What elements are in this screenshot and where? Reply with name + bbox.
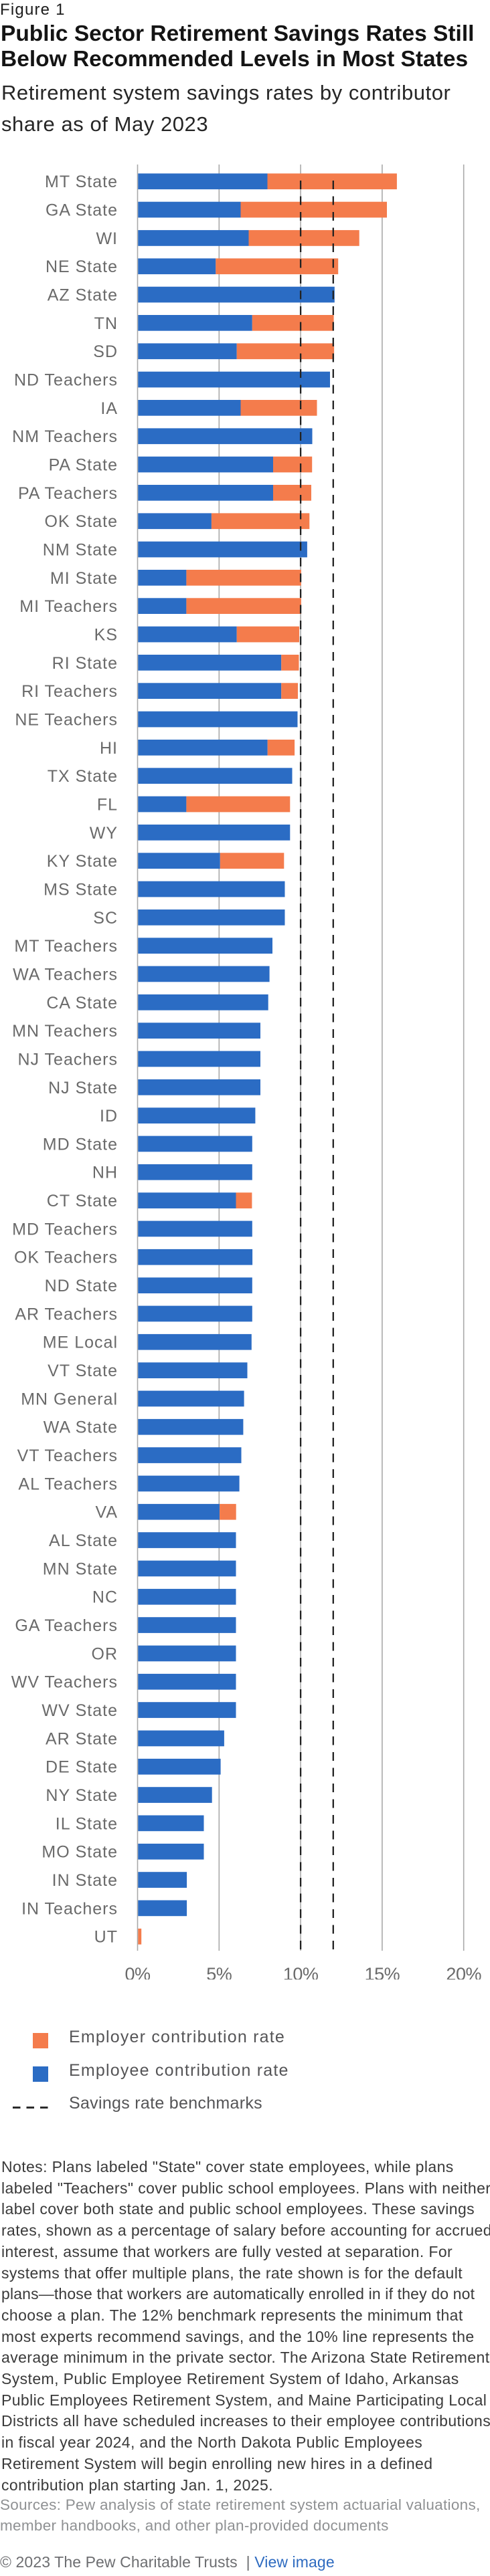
svg-text:ND State: ND State <box>45 1277 118 1295</box>
svg-text:IN Teachers: IN Teachers <box>21 1899 118 1918</box>
svg-text:KY State: KY State <box>47 852 118 871</box>
svg-text:RI State: RI State <box>52 654 118 673</box>
svg-text:OR: OR <box>92 1644 118 1663</box>
svg-text:UT: UT <box>94 1928 118 1947</box>
svg-text:WV State: WV State <box>42 1701 118 1720</box>
svg-text:AL State: AL State <box>49 1531 118 1550</box>
svg-text:ID: ID <box>100 1107 118 1125</box>
svg-text:VT Teachers: VT Teachers <box>17 1446 118 1465</box>
svg-text:10%: 10% <box>283 1964 319 1979</box>
svg-text:MI State: MI State <box>50 569 118 588</box>
svg-text:HI: HI <box>100 739 118 758</box>
svg-text:IA: IA <box>100 399 118 418</box>
svg-text:CA State: CA State <box>46 994 118 1012</box>
svg-text:NE Teachers: NE Teachers <box>15 711 118 730</box>
svg-text:KS: KS <box>94 626 118 645</box>
svg-text:MD State: MD State <box>43 1135 118 1154</box>
svg-text:FL: FL <box>97 796 118 815</box>
svg-text:SC: SC <box>93 909 118 928</box>
svg-text:5%: 5% <box>206 1964 232 1979</box>
svg-text:ND Teachers: ND Teachers <box>14 371 118 390</box>
svg-text:MN State: MN State <box>43 1560 118 1578</box>
svg-text:GA State: GA State <box>46 201 118 220</box>
svg-text:RI Teachers: RI Teachers <box>21 682 118 701</box>
svg-text:PA State: PA State <box>49 456 118 475</box>
svg-text:AZ State: AZ State <box>48 286 118 305</box>
svg-text:MD Teachers: MD Teachers <box>12 1220 118 1239</box>
svg-text:15%: 15% <box>365 1964 400 1979</box>
svg-text:WA State: WA State <box>44 1418 118 1437</box>
svg-text:MT Teachers: MT Teachers <box>14 937 118 956</box>
svg-text:GA Teachers: GA Teachers <box>15 1616 118 1635</box>
svg-text:NJ Teachers: NJ Teachers <box>18 1050 118 1069</box>
svg-text:NY State: NY State <box>46 1786 118 1805</box>
svg-text:DE State: DE State <box>46 1758 118 1777</box>
svg-text:VT State: VT State <box>48 1362 118 1380</box>
svg-text:AR Teachers: AR Teachers <box>15 1305 118 1323</box>
svg-text:MN Teachers: MN Teachers <box>12 1022 118 1041</box>
svg-text:NM Teachers: NM Teachers <box>12 427 118 446</box>
svg-text:NE State: NE State <box>46 257 118 276</box>
svg-text:WA Teachers: WA Teachers <box>13 965 118 984</box>
svg-text:OK State: OK State <box>45 512 118 531</box>
svg-text:TX State: TX State <box>48 767 118 786</box>
svg-text:PA Teachers: PA Teachers <box>18 484 118 503</box>
svg-text:ME Local: ME Local <box>43 1333 118 1352</box>
svg-text:MI Teachers: MI Teachers <box>19 597 118 616</box>
svg-text:OK Teachers: OK Teachers <box>14 1249 118 1267</box>
svg-text:SD: SD <box>93 342 118 361</box>
svg-text:NJ State: NJ State <box>48 1079 118 1097</box>
svg-text:NM State: NM State <box>43 541 118 560</box>
svg-text:NH: NH <box>92 1164 118 1182</box>
svg-text:WY: WY <box>90 824 118 843</box>
svg-text:CT State: CT State <box>47 1192 118 1210</box>
svg-text:TN: TN <box>94 314 118 333</box>
svg-text:VA: VA <box>96 1503 118 1522</box>
svg-text:AL Teachers: AL Teachers <box>18 1475 118 1493</box>
svg-text:IL State: IL State <box>56 1814 118 1833</box>
svg-text:MS State: MS State <box>44 881 118 899</box>
svg-text:IN State: IN State <box>52 1871 118 1890</box>
svg-text:MO State: MO State <box>42 1843 118 1862</box>
svg-text:NC: NC <box>92 1588 118 1607</box>
svg-text:20%: 20% <box>446 1964 481 1979</box>
svg-text:AR State: AR State <box>46 1729 118 1748</box>
svg-text:MN General: MN General <box>21 1390 118 1408</box>
svg-text:WV Teachers: WV Teachers <box>11 1673 118 1692</box>
svg-text:MT State: MT State <box>45 173 118 191</box>
svg-text:0%: 0% <box>125 1964 151 1979</box>
svg-text:WI: WI <box>96 229 118 248</box>
